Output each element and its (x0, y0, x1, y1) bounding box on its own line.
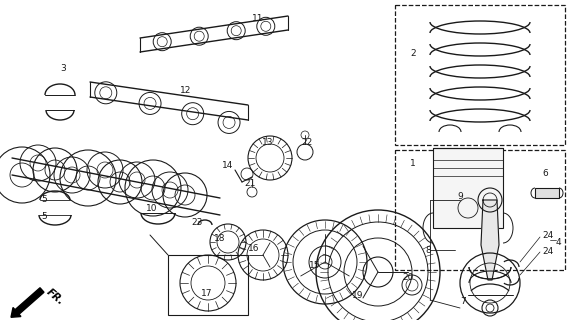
Text: 5: 5 (41, 195, 47, 204)
Text: 19: 19 (352, 291, 364, 300)
Text: 12: 12 (180, 85, 192, 94)
Text: 23: 23 (192, 218, 203, 227)
Text: 3: 3 (60, 63, 66, 73)
Text: 8: 8 (425, 245, 431, 254)
Text: 21: 21 (245, 179, 256, 188)
Text: 1: 1 (410, 158, 416, 167)
Bar (395, 150, 565, 270)
Text: 2: 2 (410, 49, 416, 58)
Text: 14: 14 (222, 161, 234, 170)
Text: 9: 9 (457, 191, 463, 201)
Text: 22: 22 (302, 138, 312, 147)
Text: 16: 16 (249, 244, 260, 252)
Text: 18: 18 (214, 234, 226, 243)
Text: 5: 5 (41, 212, 47, 220)
Text: 20: 20 (402, 274, 414, 283)
FancyArrow shape (11, 288, 44, 317)
Text: 15: 15 (310, 260, 321, 269)
Bar (535, 188, 559, 198)
Bar (168, 255, 248, 315)
Text: 10: 10 (146, 204, 158, 212)
Bar (395, 5, 565, 145)
Text: 24: 24 (543, 246, 553, 255)
Text: 24: 24 (543, 230, 553, 239)
Bar (433, 148, 503, 228)
Text: 7: 7 (460, 298, 466, 307)
Text: 4: 4 (555, 237, 561, 246)
Polygon shape (481, 200, 499, 280)
Text: 11: 11 (253, 13, 264, 22)
Text: FR.: FR. (44, 287, 66, 307)
Text: 17: 17 (201, 289, 213, 298)
Text: 13: 13 (262, 138, 274, 147)
Text: 6: 6 (542, 169, 548, 178)
